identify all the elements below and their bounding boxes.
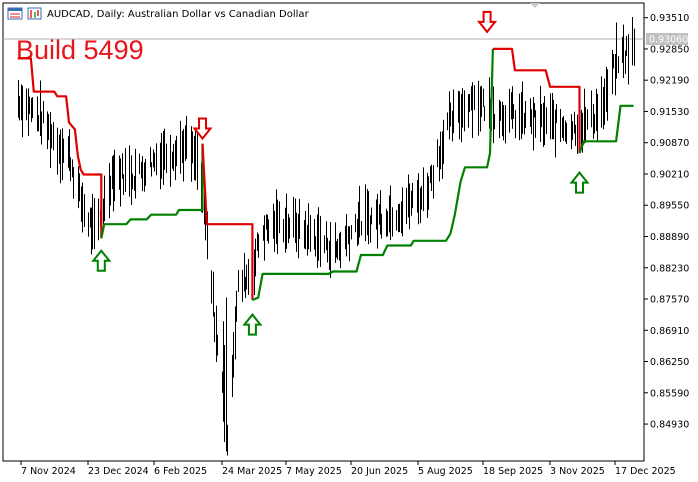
sell-arrow-icon [477, 10, 498, 34]
upper-band-line [201, 143, 254, 300]
x-tick-label: 3 Nov 2025 [550, 466, 605, 477]
y-tick-label: 0.89550 [650, 201, 689, 212]
x-tick-label: 24 Mar 2025 [222, 466, 282, 477]
y-tick-label: 0.87570 [650, 295, 689, 306]
y-tick-label: 0.90870 [650, 138, 689, 149]
upper-band-line [492, 47, 581, 154]
y-tick-label: 0.93510 [650, 13, 689, 24]
x-tick-label: 7 May 2025 [286, 466, 342, 477]
x-tick-label: 5 Aug 2025 [418, 466, 473, 477]
y-tick-label: 0.92190 [650, 76, 689, 87]
y-tick-label: 0.91530 [650, 107, 689, 118]
x-tick-label: 7 Nov 2024 [21, 466, 76, 477]
y-tick-label: 0.92850 [650, 44, 689, 55]
plot-border [2, 2, 645, 462]
y-tick-label: 0.88890 [650, 232, 689, 243]
x-tick-label: 6 Feb 2025 [154, 466, 207, 477]
signal-arrows [91, 10, 590, 336]
lower-band-line [251, 48, 494, 302]
buy-arrow-icon [91, 249, 112, 272]
x-tick-label: 17 Dec 2025 [615, 466, 676, 477]
lower-band-line [100, 143, 204, 239]
y-tick-label: 0.86910 [650, 326, 689, 337]
sell-arrow-icon [192, 117, 213, 141]
buy-arrow-icon [569, 170, 590, 194]
x-tick-label: 18 Sep 2025 [483, 466, 543, 477]
upper-band-line [17, 57, 103, 239]
build-label[interactable]: Build 5499 [16, 35, 144, 65]
x-tick-label: 23 Dec 2024 [88, 466, 149, 477]
time-axis[interactable]: 7 Nov 2024 23 Dec 2024 6 Feb 2025 24 Mar 20… [20, 461, 676, 477]
indicator-lines [17, 47, 634, 302]
chart-title: AUDCAD, Daily: Australian Dollar vs Cana… [47, 9, 310, 20]
y-tick-label: 0.86250 [650, 357, 689, 368]
y-tick-label: 0.85590 [650, 388, 689, 399]
chart-window-icon[interactable] [7, 7, 23, 20]
bar-chart-icon[interactable] [27, 7, 42, 20]
current-price-label: 0.93060 [649, 34, 688, 45]
current-price-tag [646, 32, 688, 45]
y-tick-label: 0.88230 [650, 263, 689, 274]
y-tick-label: 0.90210 [650, 169, 689, 180]
price-bars [18, 16, 635, 456]
y-tick-label: 0.84930 [650, 420, 689, 431]
chart-shift-marker[interactable] [530, 3, 540, 8]
buy-arrow-icon [242, 312, 263, 336]
lower-band-line [578, 104, 634, 154]
price-axis[interactable]: 0.93510 0.92850 0.92190 0.91530 0.90870 0.902… [644, 13, 689, 431]
x-tick-label: 20 Jun 2025 [351, 466, 408, 477]
